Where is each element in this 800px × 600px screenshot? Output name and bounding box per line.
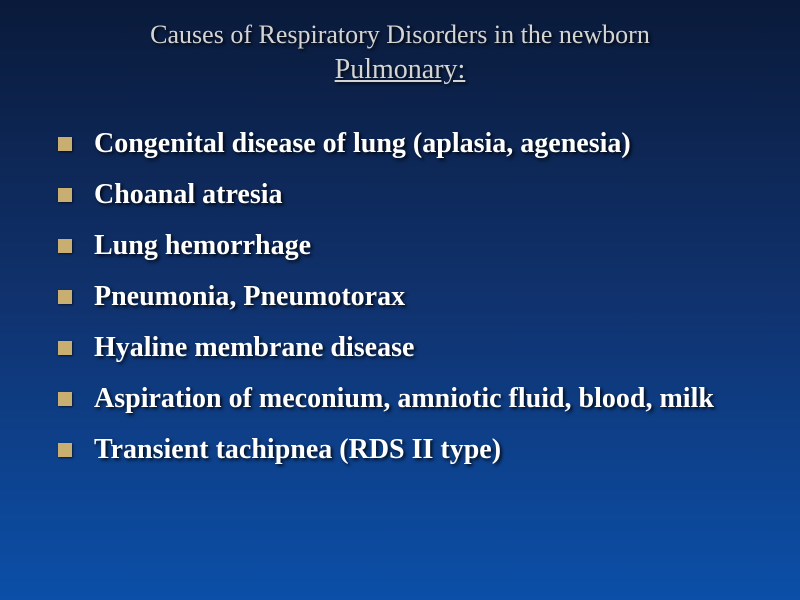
list-item: Transient tachipnea (RDS II type)	[58, 432, 750, 469]
list-item: Congenital disease of lung (aplasia, age…	[58, 126, 750, 163]
slide-title: Causes of Respiratory Disorders in the n…	[50, 18, 750, 52]
list-item: Hyaline membrane disease	[58, 330, 750, 367]
list-item: Lung hemorrhage	[58, 228, 750, 265]
slide-subtitle: Pulmonary:	[50, 52, 750, 88]
list-item: Aspiration of meconium, amniotic fluid, …	[58, 381, 750, 418]
title-block: Causes of Respiratory Disorders in the n…	[50, 18, 750, 88]
list-item: Choanal atresia	[58, 177, 750, 214]
slide-container: Causes of Respiratory Disorders in the n…	[0, 0, 800, 600]
list-item: Pneumonia, Pneumotorax	[58, 279, 750, 316]
bullet-list: Congenital disease of lung (aplasia, age…	[50, 126, 750, 469]
